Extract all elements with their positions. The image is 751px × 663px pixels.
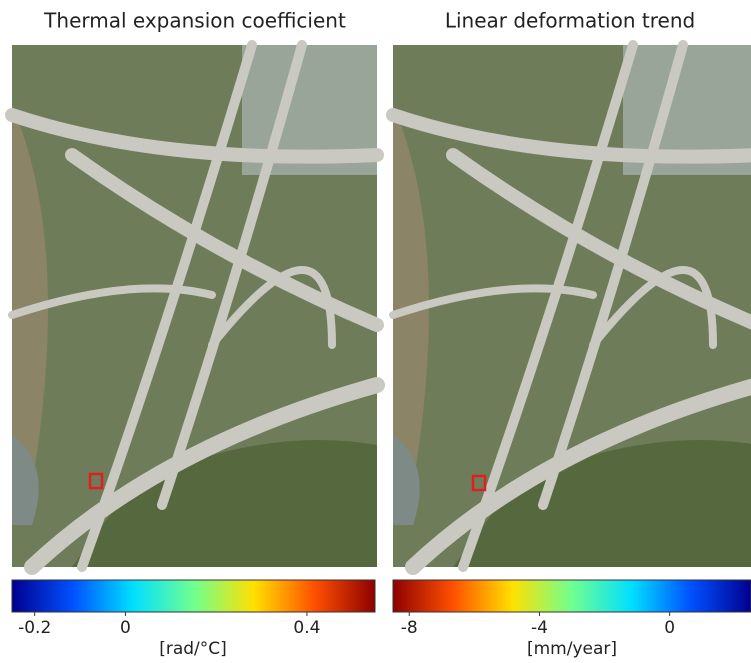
colorbar-label: [rad/°C]: [159, 639, 227, 659]
colorbar: [393, 580, 751, 612]
panel-title: Thermal expansion coefficient: [43, 9, 346, 33]
tick-label: 0: [120, 618, 131, 638]
tick-label: -0.2: [18, 618, 51, 638]
colorbar-label: [mm/year]: [527, 639, 617, 659]
panel-title: Linear deformation trend: [445, 9, 695, 33]
tick-label: -8: [401, 618, 418, 638]
colorbar: [12, 580, 375, 612]
map-panel: [12, 45, 377, 567]
tick-label: 0.4: [293, 618, 320, 638]
tick-label: 0: [664, 618, 675, 638]
map-panel: [393, 45, 751, 567]
tick-label: -4: [531, 618, 548, 638]
figure: Thermal expansion coefficient Linear def…: [0, 0, 751, 663]
